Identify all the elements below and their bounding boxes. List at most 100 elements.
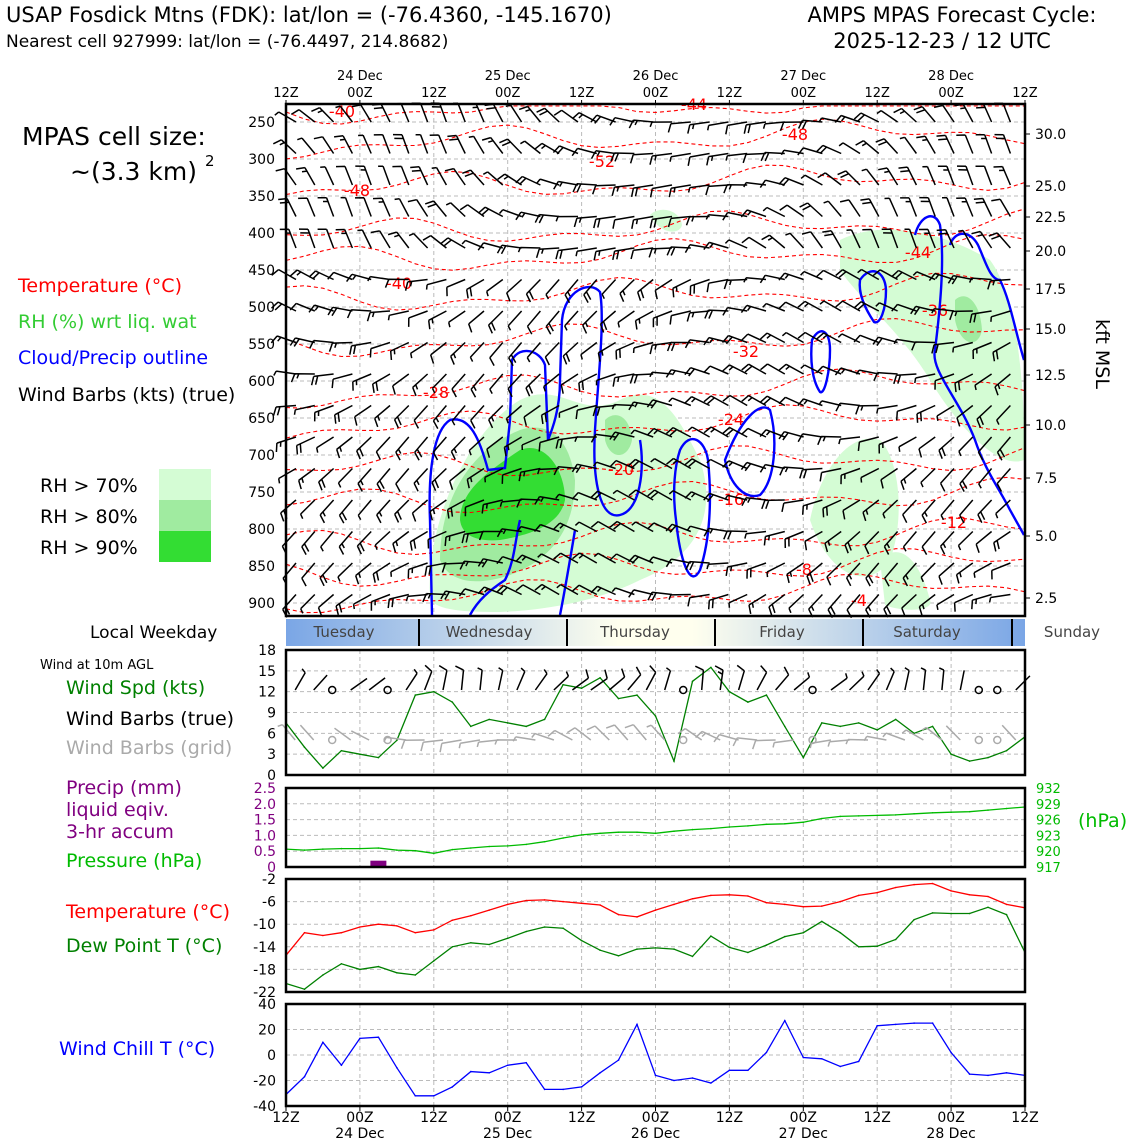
- xsec-wind-barb: [387, 593, 409, 609]
- temperature-line-point: [322, 934, 324, 937]
- panel-tick-label: 15: [258, 664, 276, 680]
- xsec-wind-barb: [878, 167, 899, 186]
- pressure-line-point: [580, 834, 583, 836]
- xsec-wind-barb: [538, 436, 560, 452]
- xsec-wind-barb: [497, 173, 523, 186]
- xsec-wind-barb: [993, 530, 1011, 552]
- wind-speed-line-point: [950, 753, 952, 755]
- xsec-wind-barb: [797, 147, 823, 156]
- xsec-wind-barb: [580, 341, 598, 360]
- xsec-wind-barb: [356, 530, 372, 555]
- sfc-wind-barb-true: [974, 685, 984, 695]
- xsec-wind-barb: [558, 404, 579, 418]
- xsec-wind-barb: [920, 467, 936, 488]
- xsec-wind-barb: [487, 310, 504, 334]
- pressure-line-point: [654, 832, 657, 835]
- wind-panel-frame: [284, 648, 1027, 777]
- xsec-wind-barb: [768, 593, 786, 616]
- wind-speed-line-point: [765, 694, 768, 696]
- pressure-line-point: [950, 811, 952, 813]
- xsec-wind-barb: [759, 332, 786, 344]
- temperature-contour: [285, 272, 1026, 311]
- temperature-line-point: [303, 931, 306, 934]
- xsec-wind-barb: [839, 199, 861, 217]
- sfc-wind-barb-true: [867, 669, 881, 691]
- xsec-wind-barb: [464, 499, 485, 517]
- xsec-wind-barb: [310, 373, 334, 386]
- xsec-wind-barb: [778, 177, 804, 187]
- xsec-wind-barb: [853, 112, 880, 123]
- xsec-wind-barb: [592, 404, 616, 417]
- xsec-wind-barb: [684, 458, 710, 470]
- sfc-wind-barb-true: [423, 664, 433, 691]
- xsec-wind-barb: [572, 183, 597, 193]
- wind-speed-line-point: [396, 739, 398, 742]
- sfc-wind-barb-grid: [732, 737, 758, 747]
- legend-temperature: Temperature (°C): [17, 275, 182, 297]
- xsec-wind-barb: [319, 499, 335, 524]
- xsec-wind-barb: [835, 269, 861, 281]
- legend-barbs-grid: Wind Barbs (grid): [66, 737, 232, 759]
- xsec-wind-barb: [300, 593, 316, 614]
- xsec-wind-barb: [445, 202, 466, 218]
- xsec-wind-barb: [818, 117, 842, 123]
- panel-tick-label: 0: [267, 1048, 276, 1064]
- xsec-wind-barb: [743, 121, 767, 134]
- xsec-wind-barb: [916, 404, 936, 423]
- pressure-line-point: [599, 832, 601, 835]
- xsec-wind-barb: [781, 499, 804, 513]
- xsec-wind-barb: [609, 520, 635, 533]
- xsec-wind-barb: [372, 562, 391, 583]
- xsec-wind-barb: [299, 499, 316, 520]
- xsec-wind-barb: [408, 232, 429, 249]
- sfc-wind-barb-true: [663, 667, 672, 691]
- xsec-wind-barb: [349, 341, 372, 355]
- sfc-wind-barb-grid: [901, 729, 924, 741]
- surface-panels: 036912151800.51.01.52.02.591792092392692…: [253, 643, 1061, 1115]
- sfc-wind-barb-true: [714, 665, 724, 691]
- windchill-line-point: [396, 1067, 398, 1069]
- xsec-wind-barb: [834, 114, 861, 123]
- temperature-line-point: [470, 914, 472, 917]
- panel-tick-label: -6: [262, 895, 276, 911]
- xsec-wind-barb: [845, 562, 861, 587]
- xsec-wind-barb: [564, 310, 579, 331]
- xsec-wind-barb: [971, 593, 992, 610]
- cross-section-panel: -40 -44-48-52-48-40-32-28-24-20-16-12-8-4…: [248, 95, 1113, 619]
- xsec-wind-barb: [931, 307, 955, 314]
- xsec-wind-barb: [376, 468, 391, 493]
- xsec-wind-barb: [482, 171, 504, 186]
- panel-tick-label: -18: [253, 962, 276, 978]
- xsec-wind-barb: [636, 278, 654, 301]
- xsec-wind-barb: [725, 121, 748, 135]
- cell-size-value: ~(3.3 km): [70, 157, 197, 186]
- wind-speed-line-point: [451, 701, 454, 703]
- xsec-wind-barb: [628, 119, 654, 129]
- xsec-wind-barb: [703, 241, 729, 251]
- xsec-wind-barb: [788, 593, 805, 614]
- xsec-wind-barb: [649, 215, 673, 229]
- pressure-line-point: [636, 831, 638, 833]
- dewpoint-line-point: [303, 988, 306, 990]
- pressure-line-point: [562, 837, 564, 839]
- sfc-wind-barb-true: [627, 666, 642, 691]
- dewpoint-line-point: [599, 949, 601, 951]
- temperature-line-point: [451, 919, 454, 921]
- dewpoint-line-point: [894, 938, 897, 941]
- sfc-wind-barb-true: [793, 672, 811, 691]
- pressure-tick-label: 400: [248, 226, 275, 242]
- xsec-wind-barb: [394, 198, 410, 217]
- xsec-wind-barb: [346, 309, 372, 319]
- xsec-wind-barb: [448, 467, 466, 490]
- xsec-wind-barb: [940, 499, 955, 521]
- sfc-wind-barb-true: [553, 671, 570, 691]
- top-tick-label: 00Z: [347, 86, 373, 101]
- temperature-line-point: [377, 923, 380, 925]
- xsec-wind-barb: [533, 523, 560, 533]
- xsec-wind-barb: [413, 467, 429, 492]
- xsec-wind-barb: [571, 463, 597, 474]
- pressure-tick-label: 900: [248, 596, 275, 612]
- xsec-wind-barb: [297, 137, 316, 154]
- bottom-date-label: 28 Dec: [926, 1126, 975, 1140]
- xsec-wind-barb: [477, 558, 503, 568]
